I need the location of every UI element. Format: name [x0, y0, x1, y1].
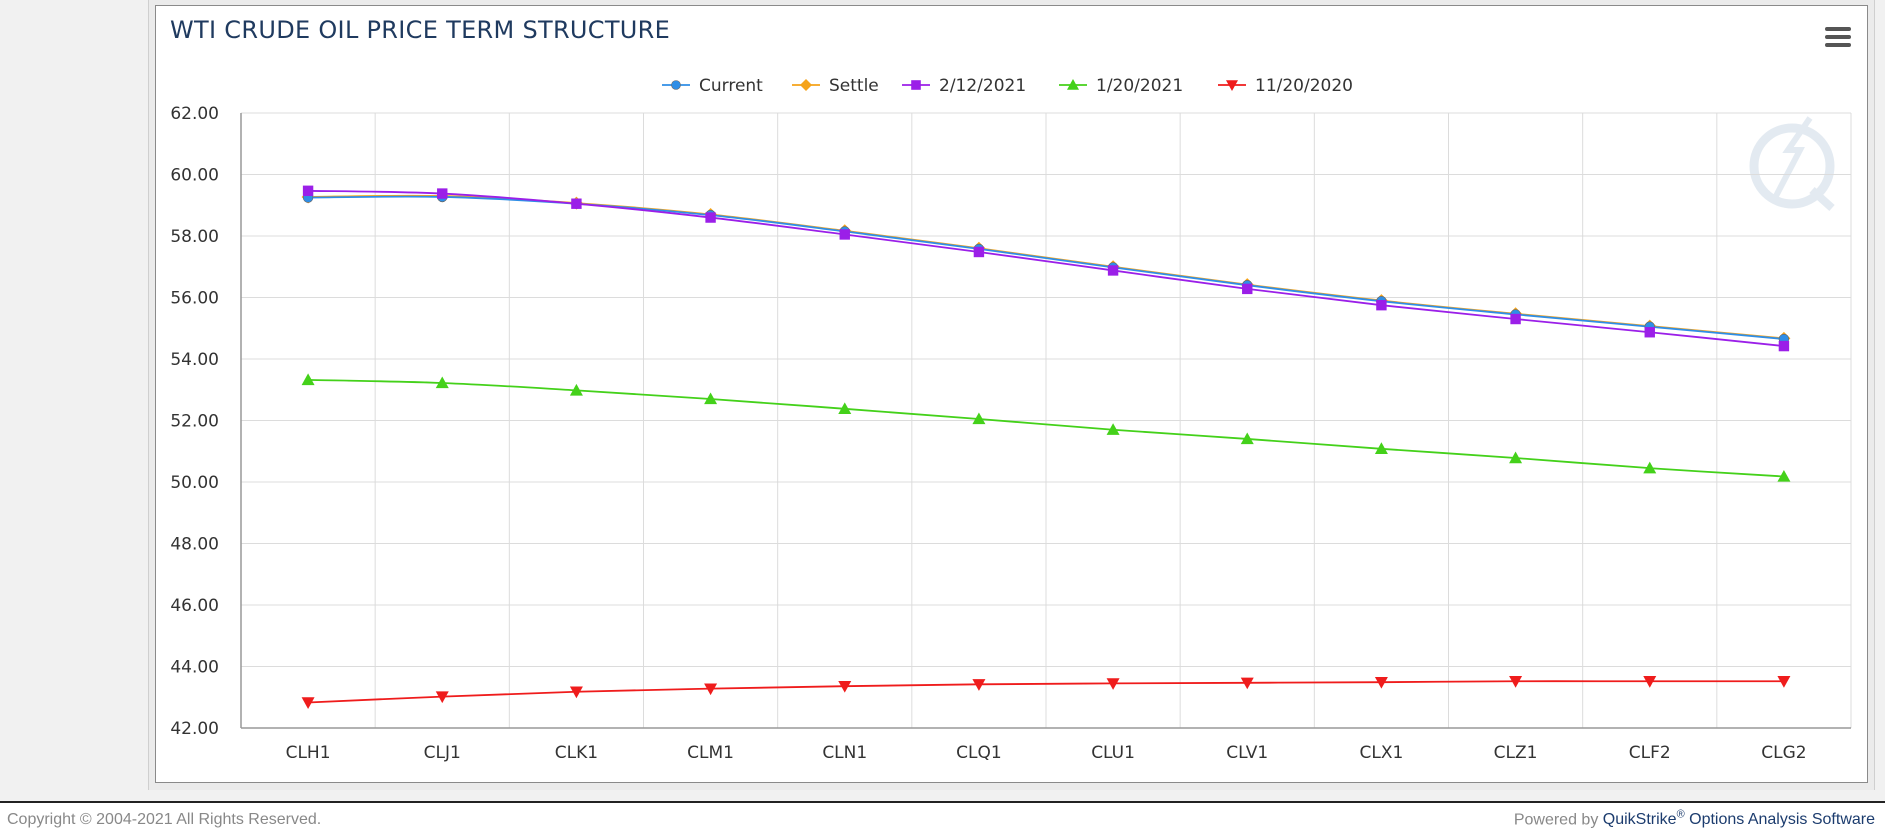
data-point[interactable]	[435, 376, 449, 389]
x-tick-label: CLQ1	[956, 743, 1002, 763]
data-point[interactable]	[1644, 327, 1655, 338]
data-point[interactable]	[1106, 678, 1120, 690]
series-1-20-2021	[301, 373, 1791, 482]
y-tick-label: 52.00	[170, 412, 219, 432]
legend-label: Current	[699, 76, 763, 96]
legend-item[interactable]: 2/12/2021	[902, 76, 1026, 96]
legend-label: 1/20/2021	[1096, 76, 1183, 96]
data-point[interactable]	[1643, 461, 1657, 474]
x-tick-label: CLZ1	[1494, 743, 1538, 763]
y-tick-label: 60.00	[170, 166, 219, 186]
data-point[interactable]	[704, 683, 718, 696]
y-tick-label: 54.00	[170, 350, 219, 370]
y-tick-label: 50.00	[170, 473, 219, 493]
line-chart: 42.00 44.00 46.00 48.00 50.00 52.00 54.00 56.00…	[170, 76, 1852, 763]
x-tick-label: CLX1	[1360, 743, 1404, 763]
x-tick-label: CLF2	[1629, 743, 1671, 763]
legend-marker[interactable]	[800, 79, 812, 91]
series-2-12-2021	[302, 185, 1790, 352]
copyright-text: Copyright © 2004-2021 All Rights Reserve…	[7, 811, 322, 828]
data-point[interactable]	[301, 373, 315, 386]
legend-label: Settle	[829, 76, 879, 96]
data-point[interactable]	[437, 188, 448, 199]
x-tick-label: CLG2	[1761, 743, 1806, 763]
x-tick-label: CLN1	[822, 743, 867, 763]
x-tick-label: CLM1	[687, 743, 734, 763]
data-point[interactable]	[1374, 442, 1388, 454]
data-point[interactable]	[302, 185, 314, 196]
legend-marker[interactable]	[1067, 79, 1079, 90]
data-point[interactable]	[571, 198, 582, 209]
y-tick-label: 46.00	[170, 596, 219, 616]
data-point[interactable]	[1106, 423, 1120, 435]
data-point[interactable]	[704, 392, 718, 405]
data-point[interactable]	[973, 246, 985, 258]
x-tick-label: CLK1	[555, 743, 598, 763]
series-line	[308, 680, 1784, 704]
data-point[interactable]	[1240, 432, 1254, 445]
quikstrike-link[interactable]: QuikStrike® Options Analysis Software	[1602, 809, 1875, 829]
data-point[interactable]	[1778, 340, 1790, 352]
series-11-20-2020	[301, 676, 1791, 709]
x-tick-label: CLU1	[1091, 743, 1135, 763]
y-tick-label: 42.00	[170, 719, 219, 739]
data-point[interactable]	[838, 402, 852, 415]
legend-item[interactable]: 1/20/2021	[1059, 76, 1183, 96]
quikstrike-logo	[1749, 116, 1835, 211]
y-tick-label: 44.00	[170, 658, 219, 678]
data-point[interactable]	[1240, 677, 1254, 690]
legend-label: 2/12/2021	[939, 76, 1026, 96]
data-point[interactable]	[1242, 283, 1253, 295]
data-point[interactable]	[972, 679, 986, 691]
y-tick-label: 58.00	[170, 227, 219, 247]
data-point[interactable]	[1374, 676, 1388, 689]
hamburger-menu-icon[interactable]	[1823, 24, 1853, 54]
x-tick-label: CLJ1	[424, 743, 461, 763]
data-point[interactable]	[1509, 451, 1523, 464]
y-tick-label: 62.00	[170, 104, 219, 124]
powered-by-label: Powered by	[1513, 811, 1599, 829]
footer: Copyright © 2004-2021 All Rights Reserve…	[0, 801, 1885, 831]
chart-title: WTI CRUDE OIL PRICE TERM STRUCTURE	[170, 16, 671, 44]
series-line	[308, 379, 1784, 478]
data-point[interactable]	[301, 697, 315, 709]
legend-item[interactable]: 11/20/2020	[1218, 76, 1353, 96]
data-point[interactable]	[1509, 676, 1523, 688]
legend-item[interactable]: Settle	[792, 76, 879, 96]
legend-marker[interactable]	[1226, 80, 1238, 91]
data-point[interactable]	[1510, 313, 1521, 325]
legend-item[interactable]: Current	[662, 76, 763, 96]
data-point[interactable]	[838, 680, 852, 693]
powered-by-text: Powered by QuikStrike® Options Analysis …	[1514, 809, 1875, 829]
legend-marker[interactable]	[911, 80, 921, 90]
data-point[interactable]	[705, 212, 716, 223]
legend-marker[interactable]	[671, 80, 681, 90]
data-point[interactable]	[1777, 676, 1791, 688]
data-point[interactable]	[569, 686, 583, 699]
y-tick-label: 48.00	[170, 535, 219, 555]
series-line	[308, 189, 1785, 347]
data-point[interactable]	[1643, 676, 1657, 688]
legend-label: 11/20/2020	[1255, 76, 1353, 96]
legend: Current Settle 2/12/2021 1/20/2021 11/20/202…	[662, 76, 1353, 96]
x-tick-label: CLV1	[1226, 743, 1268, 763]
x-tick-label: CLH1	[286, 743, 331, 763]
data-point[interactable]	[1777, 469, 1791, 482]
data-point[interactable]	[435, 691, 449, 704]
data-point[interactable]	[569, 383, 583, 396]
data-point[interactable]	[1107, 265, 1119, 276]
y-tick-label: 56.00	[170, 289, 219, 309]
grid	[240, 112, 1852, 729]
data-point[interactable]	[839, 229, 850, 240]
data-point[interactable]	[972, 412, 986, 425]
data-point[interactable]	[1376, 299, 1387, 311]
